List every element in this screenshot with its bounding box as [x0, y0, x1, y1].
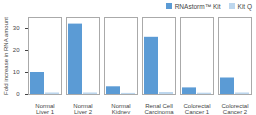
svg-text:30: 30 — [13, 25, 20, 31]
svg-text:ColorectalCancer 2: ColorectalCancer 2 — [221, 103, 248, 114]
html-text:Kit Q: Kit Q — [237, 2, 252, 10]
svg-text:20: 20 — [13, 47, 20, 53]
svg-text:NormalKidney: NormalKidney — [111, 103, 130, 114]
svg-text:Fold increase in RNA amount: Fold increase in RNA amount — [3, 17, 9, 95]
svg-text:10: 10 — [13, 69, 20, 75]
svg-text:NormalLiver 1: NormalLiver 1 — [35, 103, 54, 114]
svg-text:0: 0 — [16, 91, 20, 97]
svg-text:ColorectalCancer 1: ColorectalCancer 1 — [183, 103, 210, 114]
html-text:RNAstorm™ Kit: RNAstorm™ Kit — [174, 2, 221, 10]
svg-text:NormalLiver 2: NormalLiver 2 — [73, 103, 92, 114]
svg-text:Renal CellCarcinoma: Renal CellCarcinoma — [144, 103, 174, 114]
